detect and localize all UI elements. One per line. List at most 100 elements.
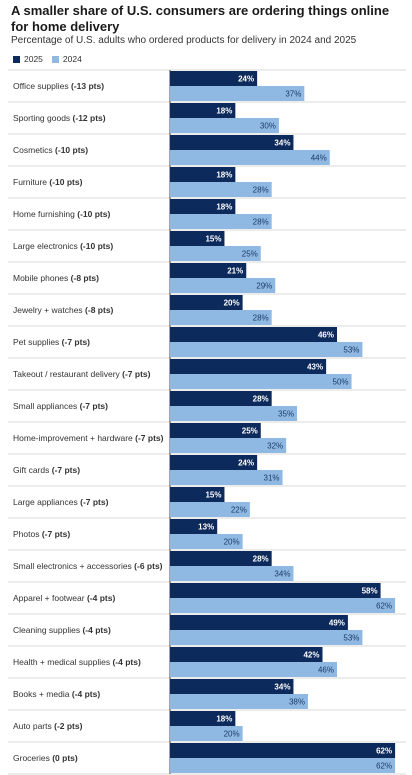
value-label-2025: 62% (376, 747, 392, 756)
category-label: Apparel + footwear (-4 pts) (13, 593, 115, 603)
bar-2024 (170, 86, 305, 101)
legend-label-2025: 2025 (24, 54, 43, 64)
value-label-2025: 43% (307, 363, 323, 372)
category-name: Small electronics + accessories (13, 561, 134, 571)
category-change: (-10 pts) (80, 241, 113, 251)
category-change: (-7 pts) (62, 337, 91, 347)
category-label: Large appliances (-7 pts) (13, 497, 109, 507)
value-label-2024: 32% (267, 442, 283, 451)
category-name: Photos (13, 529, 42, 539)
bar-2025 (170, 295, 243, 310)
value-label-2025: 18% (216, 107, 232, 116)
category-name: Auto parts (13, 721, 54, 731)
value-label-2025: 28% (253, 555, 269, 564)
bar-2024 (170, 534, 243, 549)
value-label-2025: 18% (216, 203, 232, 212)
bar-2024 (170, 598, 396, 613)
value-label-2025: 34% (274, 683, 290, 692)
category-name: Health + medical supplies (13, 657, 112, 667)
category-name: Pet supplies (13, 337, 62, 347)
category-label: Home furnishing (-10 pts) (13, 209, 110, 219)
value-label-2025: 20% (224, 299, 240, 308)
bar-2024 (170, 342, 363, 357)
category-change: (-10 pts) (55, 145, 88, 155)
value-label-2024: 28% (253, 218, 269, 227)
bar-2025 (170, 103, 236, 118)
value-label-2025: 18% (216, 715, 232, 724)
value-label-2024: 29% (256, 282, 272, 291)
category-label: Small appliances (-7 pts) (13, 401, 108, 411)
category-change: (-4 pts) (82, 625, 111, 635)
bar-2025 (170, 647, 323, 662)
category-change: (-12 pts) (73, 113, 106, 123)
bar-2024 (170, 246, 261, 261)
value-label-2024: 62% (376, 762, 392, 771)
category-change: (-10 pts) (77, 209, 110, 219)
category-name: Sporting goods (13, 113, 73, 123)
category-label: Takeout / restaurant delivery (-7 pts) (13, 369, 151, 379)
category-change: (-2 pts) (54, 721, 83, 731)
bar-2025 (170, 359, 327, 374)
category-label: Groceries (0 pts) (13, 753, 78, 763)
bar-2025 (170, 743, 396, 758)
category-name: Jewelry + watches (13, 305, 85, 315)
bar-2025 (170, 615, 348, 630)
value-label-2025: 13% (198, 523, 214, 532)
bar-2024 (170, 630, 363, 645)
category-change: (-4 pts) (72, 689, 101, 699)
bar-2024 (170, 182, 272, 197)
bar-2024 (170, 470, 283, 485)
value-label-2025: 24% (238, 459, 254, 468)
category-change: (-7 pts) (80, 497, 109, 507)
category-change: (0 pts) (52, 753, 78, 763)
category-change: (-10 pts) (49, 177, 82, 187)
category-change: (-7 pts) (52, 465, 81, 475)
bar-2024 (170, 150, 330, 165)
bar-2025 (170, 263, 247, 278)
category-change: (-4 pts) (87, 593, 116, 603)
category-name: Large appliances (13, 497, 80, 507)
category-label: Jewelry + watches (-8 pts) (13, 305, 114, 315)
value-label-2024: 20% (224, 538, 240, 547)
bar-2024 (170, 278, 276, 293)
category-name: Office supplies (13, 81, 71, 91)
category-name: Home furnishing (13, 209, 77, 219)
bar-2025 (170, 167, 236, 182)
category-label: Auto parts (-2 pts) (13, 721, 83, 731)
category-change: (-7 pts) (135, 433, 164, 443)
category-name: Groceries (13, 753, 52, 763)
value-label-2025: 46% (318, 331, 334, 340)
category-label: Cleaning supplies (-4 pts) (13, 625, 111, 635)
category-change: (-7 pts) (42, 529, 71, 539)
value-label-2024: 20% (224, 730, 240, 739)
value-label-2024: 30% (260, 122, 276, 131)
bar-2025 (170, 71, 258, 86)
category-label: Mobile phones (-8 pts) (13, 273, 99, 283)
legend-swatch-2025 (13, 55, 20, 63)
value-label-2024: 38% (289, 698, 305, 707)
category-name: Gift cards (13, 465, 52, 475)
category-label: Books + media (-4 pts) (13, 689, 100, 699)
category-name: Books + media (13, 689, 72, 699)
bar-2025 (170, 583, 381, 598)
bar-2024 (170, 566, 294, 581)
category-name: Cleaning supplies (13, 625, 82, 635)
value-label-2025: 25% (242, 427, 258, 436)
category-name: Apparel + footwear (13, 593, 87, 603)
bar-2025 (170, 551, 272, 566)
category-change: (-4 pts) (112, 657, 141, 667)
value-label-2024: 53% (343, 634, 359, 643)
value-label-2025: 15% (205, 235, 221, 244)
legend-item-2025: 2025 (13, 54, 43, 64)
category-name: Cosmetics (13, 145, 55, 155)
value-label-2024: 46% (318, 666, 334, 675)
bar-2025 (170, 327, 338, 342)
value-label-2025: 42% (303, 651, 319, 660)
category-label: Small electronics + accessories (-6 pts) (13, 561, 163, 571)
bar-2025 (170, 455, 258, 470)
bar-2025 (170, 679, 294, 694)
chart-title: A smaller share of U.S. consumers are or… (11, 3, 390, 34)
value-label-2025: 15% (205, 491, 221, 500)
